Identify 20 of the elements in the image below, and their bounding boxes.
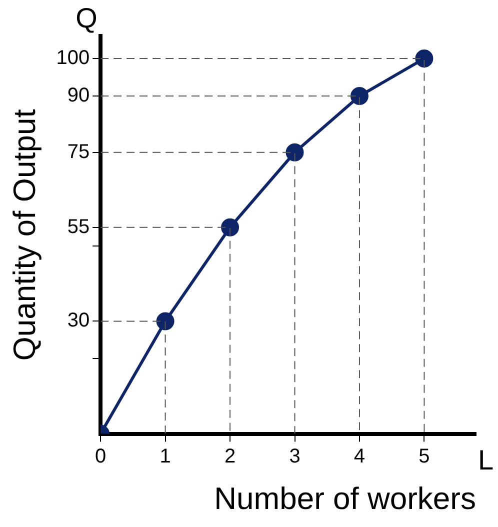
x-tick-label: 1 — [160, 445, 171, 468]
x-tick-label: 5 — [418, 445, 430, 468]
y-tick-label: 75 — [67, 140, 90, 163]
y-tick-label: 100 — [56, 47, 90, 70]
point — [221, 218, 240, 236]
x-tick-label: 0 — [95, 445, 106, 468]
x-tick-label: 3 — [289, 445, 300, 468]
y-tick-label: 90 — [67, 84, 90, 107]
text: Q — [76, 2, 98, 34]
point — [156, 312, 174, 330]
point — [286, 143, 304, 162]
point — [415, 50, 434, 68]
point — [350, 87, 368, 106]
y-axis-title: Quantity of Output — [7, 108, 42, 361]
text: L — [478, 444, 494, 476]
x-tick-label: 2 — [224, 445, 236, 468]
y-tick-label: 30 — [67, 310, 90, 332]
x-axis-title: Number of workers — [214, 480, 476, 516]
x-tick-label: 4 — [354, 445, 366, 468]
y-tick-label: 55 — [67, 216, 90, 238]
